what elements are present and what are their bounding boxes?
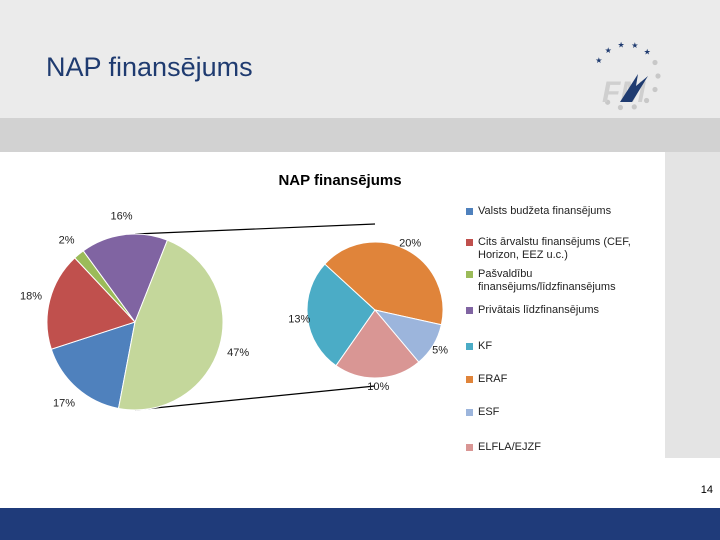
legend-label: KF [478, 340, 493, 352]
main-pie-slice [82, 233, 169, 324]
legend-label: Cits ārvalstu finansējums (CEF, Horizon,… [478, 236, 631, 261]
legend-swatch [466, 239, 473, 246]
legend-item: Cits ārvalstu finansējums (CEF, Horizon,… [466, 236, 666, 268]
svg-text:FM: FM [602, 76, 646, 109]
main-pie-slice [50, 321, 136, 410]
secondary-pie-data-label: 13% [288, 313, 310, 325]
legend-swatch [466, 307, 473, 314]
legend-item: Pašvaldību finansējums/līdzfinansējums [466, 268, 666, 304]
secondary-pie-slice [335, 309, 420, 379]
legend-item: KF [466, 340, 666, 373]
legend-swatch [466, 271, 473, 278]
legend-label: Pašvaldību finansējums/līdzfinansējums [478, 268, 616, 293]
page-number: 14 [700, 484, 713, 496]
main-pie-data-label: 17% [53, 398, 75, 410]
secondary-pie-data-label: 20% [399, 237, 421, 249]
secondary-pie-slice [306, 263, 376, 367]
svg-text:★: ★ [631, 41, 638, 50]
legend-item: ERAF [466, 373, 666, 406]
legend-swatch [466, 208, 473, 215]
legend-item: ESF [466, 406, 666, 441]
legend-item: Privātais līdzfinansējums [466, 304, 666, 340]
legend-item: Valsts budžeta finansējums [466, 205, 666, 236]
svg-text:★: ★ [595, 56, 602, 65]
legend-label: Valsts budžeta finansējums [478, 205, 612, 217]
legend-swatch [466, 444, 473, 451]
svg-text:★: ★ [617, 40, 624, 49]
side-strip [665, 152, 720, 458]
main-pie-data-label: 2% [59, 234, 75, 246]
secondary-pie-data-label: 5% [432, 345, 448, 357]
secondary-pie-slice [324, 241, 444, 326]
legend-swatch [466, 409, 473, 416]
legend-label: ELFLA/EJZF [478, 441, 541, 453]
connector-line [134, 385, 376, 411]
connector-line [134, 223, 376, 235]
legend-label: ESF [478, 406, 500, 418]
legend-label: ERAF [478, 373, 508, 385]
slide-header [0, 0, 720, 118]
fm-logo-icon: ★★★ ★★ FM [595, 40, 661, 111]
main-pie-data-label: 18% [20, 290, 42, 302]
main-pie-data-label: 16% [111, 210, 133, 222]
slide-title: NAP finansējums [46, 52, 253, 82]
legend-item: ELFLA/EJZF [466, 441, 666, 455]
svg-text:★: ★ [644, 47, 651, 56]
main-pie-data-label: 47% [227, 347, 249, 359]
main-pie-slice [117, 239, 224, 411]
chart-title: NAP finansējums [278, 172, 402, 189]
main-pie-slice [46, 257, 136, 350]
svg-text:★: ★ [605, 46, 612, 55]
legend-swatch [466, 343, 473, 350]
legend-swatch [466, 376, 473, 383]
legend-label: Privātais līdzfinansējums [478, 304, 600, 316]
title-band [0, 118, 720, 152]
chart-legend: Valsts budžeta finansējums Cits ārvalstu… [466, 205, 666, 455]
secondary-pie-data-label: 10% [367, 381, 389, 393]
footer-bar [0, 508, 720, 540]
